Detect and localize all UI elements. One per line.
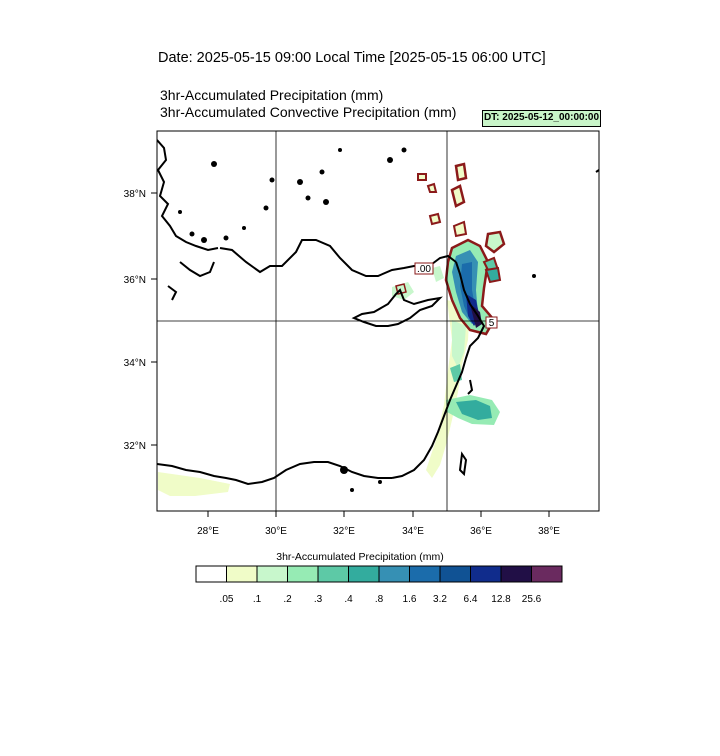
colorbar-box-4 <box>317 565 349 583</box>
svg-text:.00: .00 <box>417 264 431 275</box>
lat-tick-34: 34°N <box>124 358 146 369</box>
lon-tick-36: 36°E <box>470 526 492 537</box>
map-frame <box>156 130 600 512</box>
longitude-axis: 28°E 30°E 32°E 34°E 36°E 38°E <box>197 511 560 537</box>
colorbar-box-3 <box>287 565 319 583</box>
colorbar-label-3: .3 <box>313 594 323 605</box>
lon-tick-30: 30°E <box>265 526 287 537</box>
latitude-axis: 38°N 36°N 34°N 32°N <box>124 189 157 452</box>
colorbar-box-2 <box>256 565 288 583</box>
gridlines <box>157 131 599 511</box>
coastlines <box>157 139 599 486</box>
contour-label-1: .00 <box>414 262 434 275</box>
colorbar-box-5 <box>348 565 380 583</box>
colorbar-box-1 <box>226 565 258 583</box>
colorbar-label-1: .1 <box>252 594 262 605</box>
contour-label-2: 5 <box>485 316 498 329</box>
colorbar-box-0 <box>195 565 227 583</box>
colorbar-label-4: .4 <box>344 594 353 605</box>
date-title: Date: 2025-05-15 09:00 Local Time [2025-… <box>158 50 546 66</box>
islands <box>178 147 536 492</box>
colorbar-box-9 <box>470 565 502 583</box>
svg-text:5: 5 <box>489 318 495 329</box>
lat-tick-38: 38°N <box>124 189 146 200</box>
colorbar-label-8: 6.4 <box>463 594 478 605</box>
colorbar-label-10: 25.6 <box>521 594 542 605</box>
init-time-badge: DT: 2025-05-12_00:00:00 <box>482 110 601 127</box>
colorbar-box-11 <box>531 565 563 583</box>
colorbar-label-2: .2 <box>283 594 292 605</box>
lat-tick-36: 36°N <box>124 275 146 286</box>
colorbar-box-6 <box>378 565 410 583</box>
lon-tick-32: 32°E <box>333 526 355 537</box>
lat-tick-32: 32°N <box>124 441 146 452</box>
colorbar-label-9: 12.8 <box>491 594 511 605</box>
colorbar-label-5: .8 <box>374 594 384 605</box>
lon-tick-38: 38°E <box>538 526 560 537</box>
map-layers: .00 5 <box>157 131 599 511</box>
colorbar-label-6: 1.6 <box>402 594 417 605</box>
colorbar-box-10 <box>500 565 532 583</box>
colorbar <box>195 565 563 583</box>
lon-tick-34: 34°E <box>402 526 424 537</box>
colorbar-label-0: .05 <box>219 594 234 605</box>
subtitle-convective-precipitation: 3hr-Accumulated Convective Precipitation… <box>160 104 457 120</box>
colorbar-box-7 <box>409 565 441 583</box>
colorbar-title: 3hr-Accumulated Precipitation (mm) <box>276 551 444 563</box>
subtitle-precipitation: 3hr-Accumulated Precipitation (mm) <box>160 87 384 103</box>
lon-tick-28: 28°E <box>197 526 219 537</box>
colorbar-box-8 <box>439 565 471 583</box>
colorbar-label-7: 3.2 <box>433 594 447 605</box>
